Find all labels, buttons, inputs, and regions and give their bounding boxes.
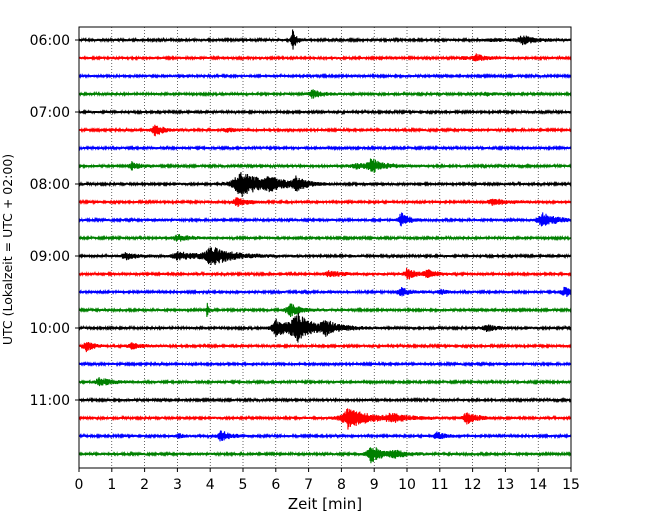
x-tick-label: 3 — [173, 477, 182, 493]
trace-series — [78, 29, 572, 464]
y-tick-label: 10:00 — [30, 321, 70, 337]
trace-row — [78, 377, 572, 387]
trace-row — [78, 360, 572, 368]
x-tick-label: 15 — [562, 477, 580, 493]
y-tick-label: 08:00 — [30, 177, 70, 193]
x-tick-label: 7 — [304, 477, 313, 493]
trace-row — [78, 268, 572, 280]
trace-row — [78, 29, 572, 50]
y-tick-label: 06:00 — [30, 33, 70, 49]
trace-row — [78, 158, 572, 174]
trace-row — [78, 212, 572, 227]
x-axis-ticks: 0 1 2 3 4 5 6 7 8 9 10 11 12 13 14 15 — [75, 468, 580, 493]
x-tick-label: 1 — [107, 477, 116, 493]
trace-row — [78, 172, 572, 198]
x-tick-label: 12 — [464, 477, 482, 493]
x-tick-label: 2 — [140, 477, 149, 493]
x-tick-label: 14 — [529, 477, 547, 493]
x-tick-label: 11 — [431, 477, 449, 493]
y-axis-label: UTC (Lokalzeit = UTC + 02:00) — [0, 154, 15, 345]
x-tick-label: 10 — [398, 477, 416, 493]
x-tick-label: 0 — [75, 477, 84, 493]
trace-row — [78, 234, 572, 242]
x-tick-label: 6 — [271, 477, 280, 493]
trace-row — [78, 430, 572, 442]
trace-row — [78, 342, 572, 353]
x-axis-label: Zeit [min] — [288, 495, 362, 513]
trace-row — [78, 396, 572, 404]
trace-row — [78, 144, 572, 152]
y-axis-ticks: 06:00 07:00 08:00 09:00 10:00 11:00 — [30, 33, 79, 409]
x-tick-label: 9 — [370, 477, 379, 493]
trace-row — [78, 108, 572, 116]
trace-row — [78, 72, 572, 80]
x-tick-label: 8 — [337, 477, 346, 493]
trace-row — [78, 302, 572, 318]
y-tick-label: 07:00 — [30, 105, 70, 121]
trace-row — [78, 53, 572, 62]
x-tick-label: 13 — [496, 477, 514, 493]
trace-row — [78, 408, 572, 430]
trace-row — [78, 312, 572, 343]
trace-row — [78, 124, 572, 137]
x-tick-label: 4 — [206, 477, 215, 493]
y-tick-label: 09:00 — [30, 249, 70, 265]
plot-frame — [78, 26, 572, 469]
x-tick-label: 5 — [239, 477, 248, 493]
trace-row — [78, 286, 572, 297]
trace-row — [78, 247, 572, 265]
trace-row — [78, 447, 572, 464]
trace-row — [78, 197, 572, 207]
trace-row — [78, 89, 572, 99]
y-tick-label: 11:00 — [30, 393, 70, 409]
